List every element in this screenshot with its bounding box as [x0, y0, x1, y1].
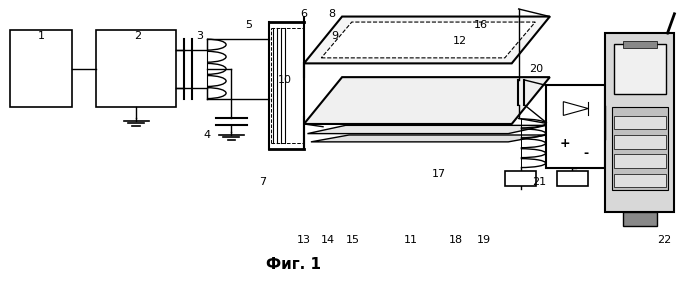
- Text: 9: 9: [332, 31, 339, 41]
- Bar: [614, 135, 666, 149]
- Bar: [612, 107, 667, 190]
- Bar: [623, 41, 657, 48]
- Text: 10: 10: [279, 75, 292, 85]
- Text: 4: 4: [204, 130, 211, 140]
- Bar: [623, 212, 657, 226]
- Bar: [547, 85, 605, 168]
- Text: 16: 16: [473, 20, 488, 30]
- Text: 6: 6: [301, 9, 308, 19]
- Bar: [505, 171, 536, 186]
- Polygon shape: [311, 135, 547, 142]
- Text: 3: 3: [197, 31, 204, 41]
- Text: 14: 14: [321, 235, 335, 245]
- Text: 7: 7: [259, 177, 266, 187]
- Polygon shape: [563, 102, 588, 115]
- Polygon shape: [304, 17, 550, 64]
- Text: 15: 15: [346, 235, 359, 245]
- Text: 1: 1: [38, 31, 45, 41]
- Bar: [557, 171, 588, 186]
- Bar: [605, 33, 674, 212]
- Text: 17: 17: [432, 169, 446, 178]
- Bar: [96, 30, 176, 107]
- Text: 19: 19: [477, 235, 491, 245]
- Text: Фиг. 1: Фиг. 1: [266, 257, 321, 272]
- Bar: [614, 154, 666, 168]
- Text: 5: 5: [245, 20, 252, 30]
- Bar: [614, 174, 666, 187]
- Polygon shape: [321, 22, 535, 58]
- Text: 11: 11: [404, 235, 418, 245]
- Text: 8: 8: [328, 9, 335, 19]
- Bar: [10, 30, 72, 107]
- Bar: [614, 116, 666, 130]
- Text: 13: 13: [297, 235, 311, 245]
- Text: -: -: [584, 147, 588, 160]
- Text: 12: 12: [453, 36, 467, 46]
- Text: 2: 2: [134, 31, 142, 41]
- Bar: [614, 44, 666, 94]
- Polygon shape: [304, 77, 550, 124]
- Text: 22: 22: [657, 235, 671, 245]
- Text: 21: 21: [533, 177, 547, 187]
- Text: 20: 20: [529, 64, 543, 74]
- Text: 18: 18: [450, 235, 463, 245]
- Polygon shape: [307, 125, 547, 133]
- Text: +: +: [560, 137, 571, 150]
